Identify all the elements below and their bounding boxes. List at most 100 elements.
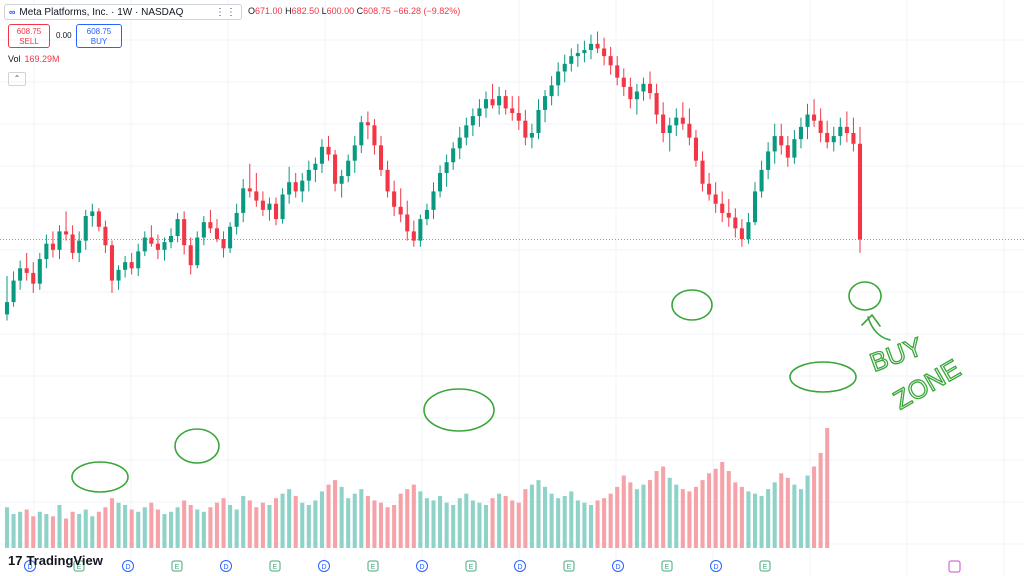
- candle: [634, 83, 639, 115]
- candle: [411, 220, 416, 247]
- volume-bar: [175, 507, 180, 548]
- marker-letter: D: [419, 564, 424, 571]
- volume-bar: [713, 468, 718, 548]
- candle-body: [70, 234, 75, 253]
- candle: [536, 99, 541, 140]
- volume-bar: [385, 507, 390, 548]
- candle: [654, 83, 659, 124]
- candle: [569, 48, 574, 72]
- candle-body: [516, 113, 521, 121]
- candle-body: [372, 125, 377, 146]
- candle: [621, 68, 626, 97]
- candle: [293, 172, 298, 198]
- support-circle: [423, 388, 495, 432]
- support-circle: [71, 461, 129, 493]
- candle-body: [536, 109, 541, 133]
- buy-button[interactable]: 608.75 BUY: [76, 24, 122, 48]
- ohlc-close: 608.75: [363, 6, 391, 16]
- volume-bar: [569, 491, 574, 548]
- candle-body: [37, 259, 42, 284]
- candle: [90, 203, 95, 227]
- volume-bar: [825, 428, 830, 548]
- volume-bar: [674, 484, 679, 548]
- volume-bar: [182, 500, 187, 548]
- candle-body: [588, 43, 594, 50]
- candle-body: [818, 120, 823, 133]
- candle-body: [228, 226, 233, 249]
- volume-bar: [818, 452, 823, 548]
- marker-frame: [416, 560, 428, 572]
- candle: [457, 126, 462, 160]
- candle: [313, 157, 318, 183]
- volume-bar: [641, 484, 646, 548]
- ohlc-low: 600.00: [326, 6, 355, 16]
- volume-bar: [11, 514, 16, 548]
- volume-bar: [280, 493, 285, 548]
- candle-body: [595, 43, 600, 49]
- volume-bar: [37, 511, 42, 548]
- candle: [549, 76, 554, 106]
- candle-body: [621, 77, 626, 87]
- sell-button[interactable]: 608.75 SELL: [8, 24, 50, 48]
- candle-body: [726, 212, 731, 218]
- candle-body: [569, 56, 574, 64]
- volume-bar: [405, 489, 410, 548]
- candle: [661, 102, 666, 143]
- candle-body: [667, 125, 672, 133]
- candle: [70, 225, 75, 260]
- candle: [529, 123, 534, 149]
- marker-frame: [465, 560, 477, 572]
- candle: [543, 89, 548, 123]
- dividend-marker-icon: D: [122, 560, 134, 572]
- volume-bar: [647, 480, 653, 548]
- marker-letter: E: [77, 564, 82, 571]
- candle: [83, 209, 88, 250]
- volume-bar: [123, 504, 128, 548]
- volume-bar: [529, 484, 534, 548]
- marker-frame: [24, 560, 36, 572]
- candle: [595, 31, 600, 54]
- earnings-marker-icon: E: [73, 560, 85, 572]
- volume-bar: [24, 509, 29, 548]
- dividend-marker-icon: D: [318, 560, 330, 572]
- candle: [123, 255, 128, 278]
- candle-body: [746, 222, 751, 240]
- candle-body: [457, 137, 462, 149]
- volume-bar: [536, 480, 541, 548]
- candle-body: [497, 96, 502, 106]
- volume-bar: [234, 509, 239, 548]
- candle-body: [838, 126, 843, 137]
- volume-bar: [201, 511, 206, 548]
- tradingview-logo[interactable]: 17 TradingView: [8, 553, 103, 568]
- candle: [208, 209, 213, 233]
- collapse-legend-button[interactable]: ⌃: [8, 72, 26, 86]
- candle-body: [831, 136, 836, 143]
- candle: [31, 262, 36, 293]
- meta-logo-icon: ∞: [9, 7, 16, 17]
- candle: [503, 89, 508, 115]
- candle-body: [306, 169, 311, 181]
- volume-bar: [510, 500, 515, 548]
- candle-body: [700, 160, 705, 184]
- volume-bar: [707, 473, 712, 548]
- volume-bar: [779, 473, 784, 548]
- candle: [418, 214, 423, 247]
- more-options-icon[interactable]: ⋮⋮: [215, 6, 237, 18]
- volume-bar: [752, 493, 758, 548]
- volume-bar: [680, 489, 685, 548]
- candle-body: [280, 194, 285, 220]
- symbol-header[interactable]: ∞ Meta Platforms, Inc. · 1W · NASDAQ ⋮⋮: [4, 4, 242, 20]
- candle-body: [798, 126, 803, 140]
- candle-body: [234, 212, 239, 227]
- volume-bar: [739, 486, 744, 548]
- marker-frame: [612, 560, 624, 572]
- volume-bars: [4, 428, 830, 548]
- candle: [812, 99, 817, 127]
- volume-bar: [726, 471, 731, 548]
- candle: [346, 154, 351, 183]
- candle: [267, 197, 272, 221]
- candle-body: [503, 96, 508, 109]
- volume-bar: [50, 516, 55, 548]
- candle: [628, 77, 633, 109]
